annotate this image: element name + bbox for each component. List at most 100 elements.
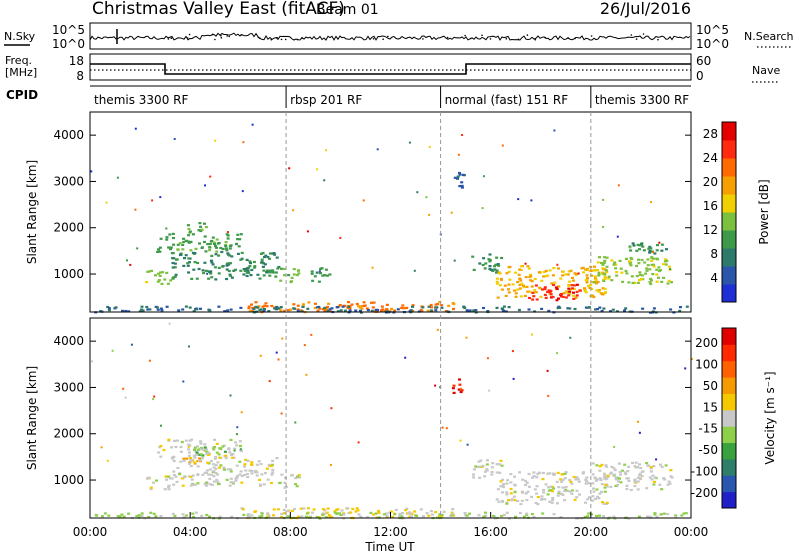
range-cell <box>530 280 534 283</box>
range-cell <box>265 271 269 274</box>
range-cell <box>210 473 214 476</box>
range-cell <box>159 307 163 310</box>
range-cell <box>578 289 582 292</box>
range-cell <box>226 252 230 255</box>
range-cell <box>330 463 332 466</box>
range-cell <box>594 477 597 480</box>
range-cell <box>122 387 125 390</box>
range-cell <box>229 468 233 471</box>
range-cell <box>227 447 231 450</box>
range-cell <box>346 507 350 510</box>
range-cell <box>188 345 190 348</box>
range-cell <box>209 468 212 471</box>
range-cell <box>496 296 500 299</box>
range-cell <box>441 426 444 429</box>
range-cell <box>297 272 301 275</box>
range-cell <box>261 305 265 308</box>
range-cell <box>499 277 503 281</box>
range-cell <box>513 491 517 494</box>
range-cell <box>598 306 602 309</box>
range-cell <box>586 269 589 272</box>
range-cell <box>619 481 623 484</box>
range-cell <box>208 477 212 480</box>
range-cell <box>310 511 314 514</box>
range-cell <box>146 308 150 311</box>
range-cell <box>625 257 628 260</box>
range-cell <box>404 356 407 359</box>
range-cell <box>625 272 629 275</box>
range-cell <box>460 186 464 189</box>
range-cell <box>669 308 673 311</box>
range-cell <box>610 259 614 262</box>
range-cell <box>268 274 272 277</box>
range-cell <box>434 384 437 387</box>
range-cell <box>527 267 531 270</box>
range-cell <box>250 514 254 517</box>
y-tick-label: 2000 <box>53 427 84 441</box>
range-cell <box>385 303 389 306</box>
range-cell <box>594 308 597 311</box>
range-cell <box>215 478 219 482</box>
range-cell <box>506 479 510 482</box>
range-cell <box>570 492 574 495</box>
range-cell <box>245 274 249 278</box>
range-cell <box>559 295 563 298</box>
range-cell <box>213 266 217 269</box>
range-cell <box>618 259 622 262</box>
range-cell <box>541 471 545 475</box>
range-cell <box>167 488 171 491</box>
range-cell <box>655 268 659 271</box>
range-cell <box>682 512 686 515</box>
range-cell <box>306 230 309 233</box>
range-cell <box>552 473 556 476</box>
range-cell <box>591 473 595 476</box>
range-cell <box>236 238 240 241</box>
range-cell <box>232 269 236 272</box>
range-cell <box>276 508 280 511</box>
range-cell <box>642 249 646 252</box>
range-cell <box>650 279 653 282</box>
range-cell <box>616 235 619 238</box>
range-cell <box>589 269 593 272</box>
range-cell <box>482 257 486 260</box>
range-cell <box>229 394 232 397</box>
range-cell <box>575 496 579 499</box>
range-cell <box>242 268 246 271</box>
colorbar-tick-label: 4 <box>710 271 718 285</box>
range-cell <box>638 463 641 466</box>
nsearch-point <box>188 33 191 36</box>
range-cell <box>420 310 424 313</box>
range-cell <box>507 283 511 286</box>
range-cell <box>667 279 671 282</box>
range-cell <box>178 242 182 245</box>
range-cell <box>362 301 366 304</box>
colorbar-tick-label: 20 <box>703 175 718 189</box>
range-cell <box>592 490 596 493</box>
range-cell <box>347 305 351 308</box>
range-cell <box>598 256 601 259</box>
range-cell <box>124 396 127 399</box>
range-cell <box>428 145 431 148</box>
range-cell <box>632 244 636 247</box>
range-cell <box>263 255 266 259</box>
range-cell <box>385 516 389 519</box>
y-tick-label: 1000 <box>53 267 84 281</box>
range-cell <box>498 471 502 474</box>
range-cell <box>206 243 210 246</box>
range-cell <box>213 242 216 246</box>
x-tick-label: 00:00 <box>674 525 709 539</box>
range-cell <box>223 450 227 453</box>
range-cell <box>572 475 576 479</box>
range-cell <box>591 499 595 502</box>
range-cell <box>637 420 639 423</box>
range-cell <box>292 209 295 212</box>
range-cell <box>453 259 456 262</box>
range-cell <box>520 499 524 502</box>
cpid-segment-label: normal (fast) 151 RF <box>445 93 569 107</box>
range-cell <box>617 462 621 465</box>
range-cell <box>541 478 545 481</box>
nsearch-point <box>657 38 659 41</box>
range-cell <box>481 464 485 467</box>
colorbar-tick-label: -200 <box>691 486 718 500</box>
range-cell <box>339 236 342 239</box>
